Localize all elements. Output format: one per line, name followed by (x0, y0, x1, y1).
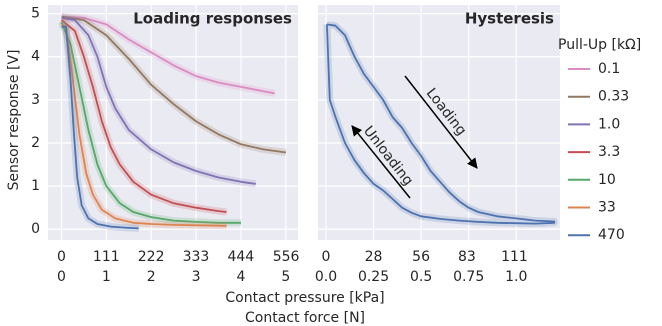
loading-arrow (404, 75, 478, 169)
x2-tick-label: 333 (183, 249, 210, 265)
line (61, 15, 275, 95)
x2-tick-label: 56 (412, 249, 430, 265)
legend-label: 10 (598, 172, 616, 188)
legend-label: 33 (598, 200, 616, 216)
y-label: Sensor response [V] (6, 50, 22, 191)
y-tick-label: 4 (31, 49, 40, 65)
panel-title: Hysteresis (465, 10, 554, 28)
line (60, 19, 227, 213)
x-tick-label: 0.5 (410, 269, 432, 285)
y-tick-label: 0 (31, 221, 40, 237)
panel-title: Loading responses (133, 10, 292, 28)
line (326, 23, 556, 225)
x2-tick-label: 83 (458, 249, 476, 265)
y-tick-label: 5 (31, 6, 40, 22)
x2-tick-label: 222 (138, 249, 165, 265)
x-tick-label: 2 (147, 269, 156, 285)
line (60, 21, 241, 224)
legend-label: 470 (598, 227, 625, 243)
x-tick-label: 5 (281, 269, 290, 285)
x2-tick-label: 0 (322, 249, 331, 265)
legend-title: Pull-Up [kΩ] (558, 37, 641, 53)
y-tick-label: 3 (31, 92, 40, 108)
y-tick-label: 2 (31, 135, 40, 151)
line (61, 17, 256, 185)
x-tick-label: 0 (57, 269, 66, 285)
line (61, 15, 287, 154)
legend-label: 0.33 (598, 89, 629, 105)
x-label: Contact force [N] (245, 310, 365, 326)
unloading-arrow (351, 125, 411, 199)
legend-label: 3.3 (598, 144, 620, 160)
x-tick-label: 0.25 (358, 269, 389, 285)
x-tick-label: 1 (102, 269, 111, 285)
y-tick-label: 1 (31, 178, 40, 194)
line (61, 25, 139, 230)
x-tick-label: 3 (192, 269, 201, 285)
x2-tick-label: 556 (273, 249, 300, 265)
x-tick-label: 1.0 (505, 269, 527, 285)
x2-tick-label: 444 (227, 249, 254, 265)
x2-tick-label: 28 (365, 249, 383, 265)
plot-area (48, 5, 298, 240)
legend-label: 1.0 (598, 116, 620, 132)
plots: 0 1 2 3 4 5 0 1 2 3 4 5 0 111 222 333 444 556 Loading resp… (31, 5, 560, 285)
x-tick-label: 0.75 (453, 269, 484, 285)
x2-tick-label: 111 (501, 249, 528, 265)
x2-label: Contact pressure [kPa] (225, 290, 384, 306)
x2-tick-label: 0 (57, 249, 66, 265)
x2-tick-label: 111 (93, 249, 120, 265)
plot-area (318, 5, 560, 240)
panel: 0 1 2 3 4 5 0 1 2 3 4 5 0 111 222 333 444 556 Loading resp… (31, 5, 300, 285)
x-tick-label: 4 (237, 269, 246, 285)
legend-label: 0.1 (598, 61, 620, 77)
x-tick-label: 0.0 (315, 269, 337, 285)
line (61, 23, 227, 227)
panel: 0.0 0.25 0.5 0.75 1.0 0 28 56 83 111 Hysteresis (315, 5, 560, 285)
